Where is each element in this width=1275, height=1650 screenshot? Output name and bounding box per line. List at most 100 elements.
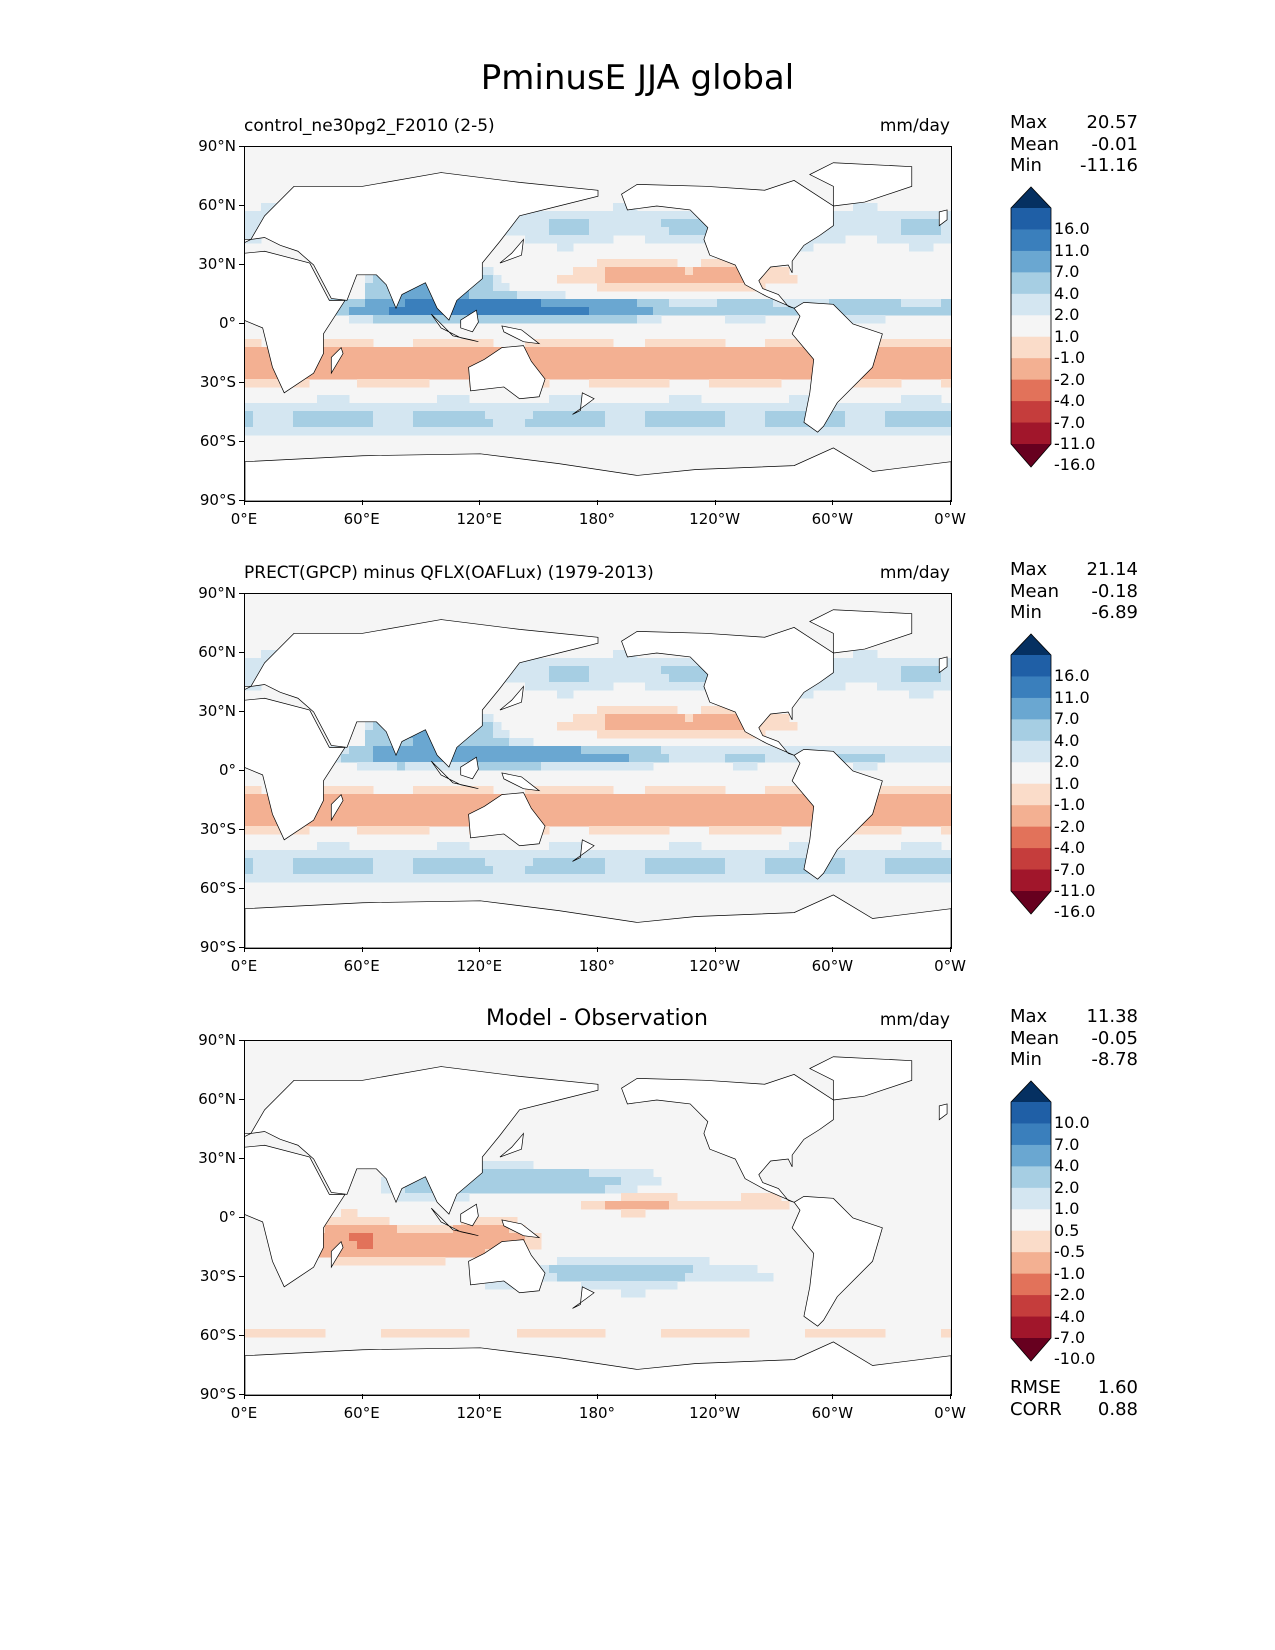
land-outline: [330, 346, 344, 375]
metric-row: CORR 0.88: [1010, 1399, 1138, 1421]
colorbar-tick-label: -0.5: [1054, 1242, 1086, 1262]
lon-tick: [479, 1394, 481, 1399]
colorbar-tick-label: 0.5: [1054, 1220, 1080, 1240]
lat-tick: [239, 1099, 244, 1100]
stat-row: Max 11.38: [1010, 1006, 1138, 1028]
lon-tick-label: 0°E: [230, 1404, 258, 1422]
lat-tick-label: 30°N: [198, 255, 236, 273]
lat-tick-label: 0°: [218, 314, 236, 332]
colorbar-tick-label: -7.0: [1054, 859, 1086, 879]
lat-tick: [239, 500, 244, 501]
lon-tick-label: 120°E: [456, 957, 503, 975]
stat-value: -0.18: [1091, 580, 1138, 602]
lat-tick-label: 60°N: [198, 1090, 236, 1108]
figure-title: PminusE JJA global: [480, 58, 795, 98]
metric-value: 0.88: [1097, 1398, 1138, 1420]
land-outline: [499, 1132, 524, 1158]
lat-tick-label: 30°S: [199, 373, 236, 391]
colorbar-tick-label: -7.0: [1054, 1328, 1086, 1347]
lat-tick: [239, 593, 244, 594]
land-outline: [809, 609, 913, 654]
land-outline: [468, 792, 546, 847]
lat-tick-label: 0°: [218, 761, 236, 779]
colorbar-tick-label: 1.0: [1054, 773, 1080, 793]
land-outline: [938, 1103, 948, 1121]
lon-tick-label: 0°E: [230, 957, 258, 975]
stat-row: Min -11.16: [1010, 155, 1138, 177]
stat-row: Max 20.57: [1010, 112, 1138, 134]
map-plot: [244, 146, 952, 502]
lon-tick-label: 180°: [578, 957, 616, 975]
lon-tick: [597, 947, 598, 952]
land-outline: [501, 1219, 541, 1239]
stats-block: Max 20.57 Mean -0.01 Min -11.16: [1010, 112, 1138, 177]
lon-tick: [244, 500, 245, 505]
lon-tick: [597, 1394, 598, 1399]
land-outline: [245, 172, 599, 321]
land-outline: [572, 392, 595, 415]
stat-row: Mean -0.01: [1010, 134, 1138, 156]
stat-label: Max: [1010, 112, 1048, 133]
metric-label: RMSE: [1010, 1377, 1061, 1398]
lat-tick-label: 60°N: [198, 643, 236, 661]
panel-title: control_ne30pg2_F2010 (2-5): [244, 116, 495, 136]
land-outline: [621, 1074, 834, 1203]
stat-value: 20.57: [1086, 112, 1138, 133]
lon-tick-label: 120°W: [689, 957, 741, 975]
stat-label: Max: [1010, 1006, 1048, 1027]
lon-tick: [361, 1394, 363, 1399]
colorbar-tick-label: -7.0: [1054, 412, 1086, 432]
lat-tick-label: 30°N: [198, 1149, 236, 1167]
lon-tick: [950, 500, 951, 505]
colorbar: [1010, 1080, 1052, 1362]
lat-tick-label: 60°S: [199, 879, 236, 897]
units-label: mm/day: [879, 1010, 950, 1030]
colorbar: [1010, 186, 1052, 468]
colorbar-tick-label: 2.0: [1054, 752, 1080, 772]
land-outline: [938, 656, 948, 674]
lon-tick: [479, 947, 481, 952]
lon-tick: [361, 947, 363, 952]
colorbar-tick-label: -4.0: [1054, 391, 1086, 411]
stat-label: Min: [1010, 1049, 1042, 1070]
land-outline: [499, 238, 524, 264]
land-outline: [468, 345, 546, 400]
stat-value: -11.16: [1079, 155, 1138, 176]
stat-label: Min: [1010, 155, 1042, 176]
lat-tick: [239, 1040, 244, 1041]
units-label: mm/day: [879, 116, 950, 136]
stat-label: Mean: [1010, 580, 1060, 602]
lat-tick: [239, 1394, 244, 1395]
lat-tick: [239, 652, 244, 653]
lat-tick-label: 90°S: [199, 1385, 236, 1403]
metric-value: 1.60: [1097, 1377, 1138, 1398]
lon-tick-label: 60°E: [343, 1404, 380, 1422]
lat-tick-label: 60°N: [198, 196, 236, 214]
land-outline: [431, 1207, 479, 1237]
colorbar-tick-label: -11.0: [1054, 434, 1096, 453]
stat-row: Min -8.78: [1010, 1049, 1138, 1071]
lat-tick: [239, 205, 244, 206]
land-outline: [621, 180, 834, 309]
land-outline: [809, 162, 913, 207]
colorbar-tick-label: 4.0: [1054, 730, 1080, 750]
map-plot: [244, 1040, 952, 1396]
lat-tick: [239, 711, 244, 712]
lon-tick: [361, 500, 363, 505]
land-outline: [938, 209, 948, 227]
lon-tick: [832, 500, 834, 505]
stat-value: -8.78: [1091, 1049, 1138, 1070]
lat-tick: [239, 829, 244, 830]
land-outline: [245, 250, 346, 394]
units-label: mm/day: [879, 563, 950, 583]
stat-label: Min: [1010, 602, 1042, 623]
colorbar-tick-label: 4.0: [1054, 1156, 1080, 1176]
lon-tick-label: 120°E: [456, 510, 503, 528]
stat-value: -0.01: [1091, 133, 1138, 155]
lon-tick: [244, 1394, 245, 1399]
lat-tick: [239, 1276, 244, 1277]
lat-tick: [239, 1158, 244, 1159]
colorbar-tick-label: -1.0: [1054, 795, 1086, 815]
lat-tick-label: 90°N: [198, 1031, 236, 1049]
lon-tick: [479, 500, 481, 505]
